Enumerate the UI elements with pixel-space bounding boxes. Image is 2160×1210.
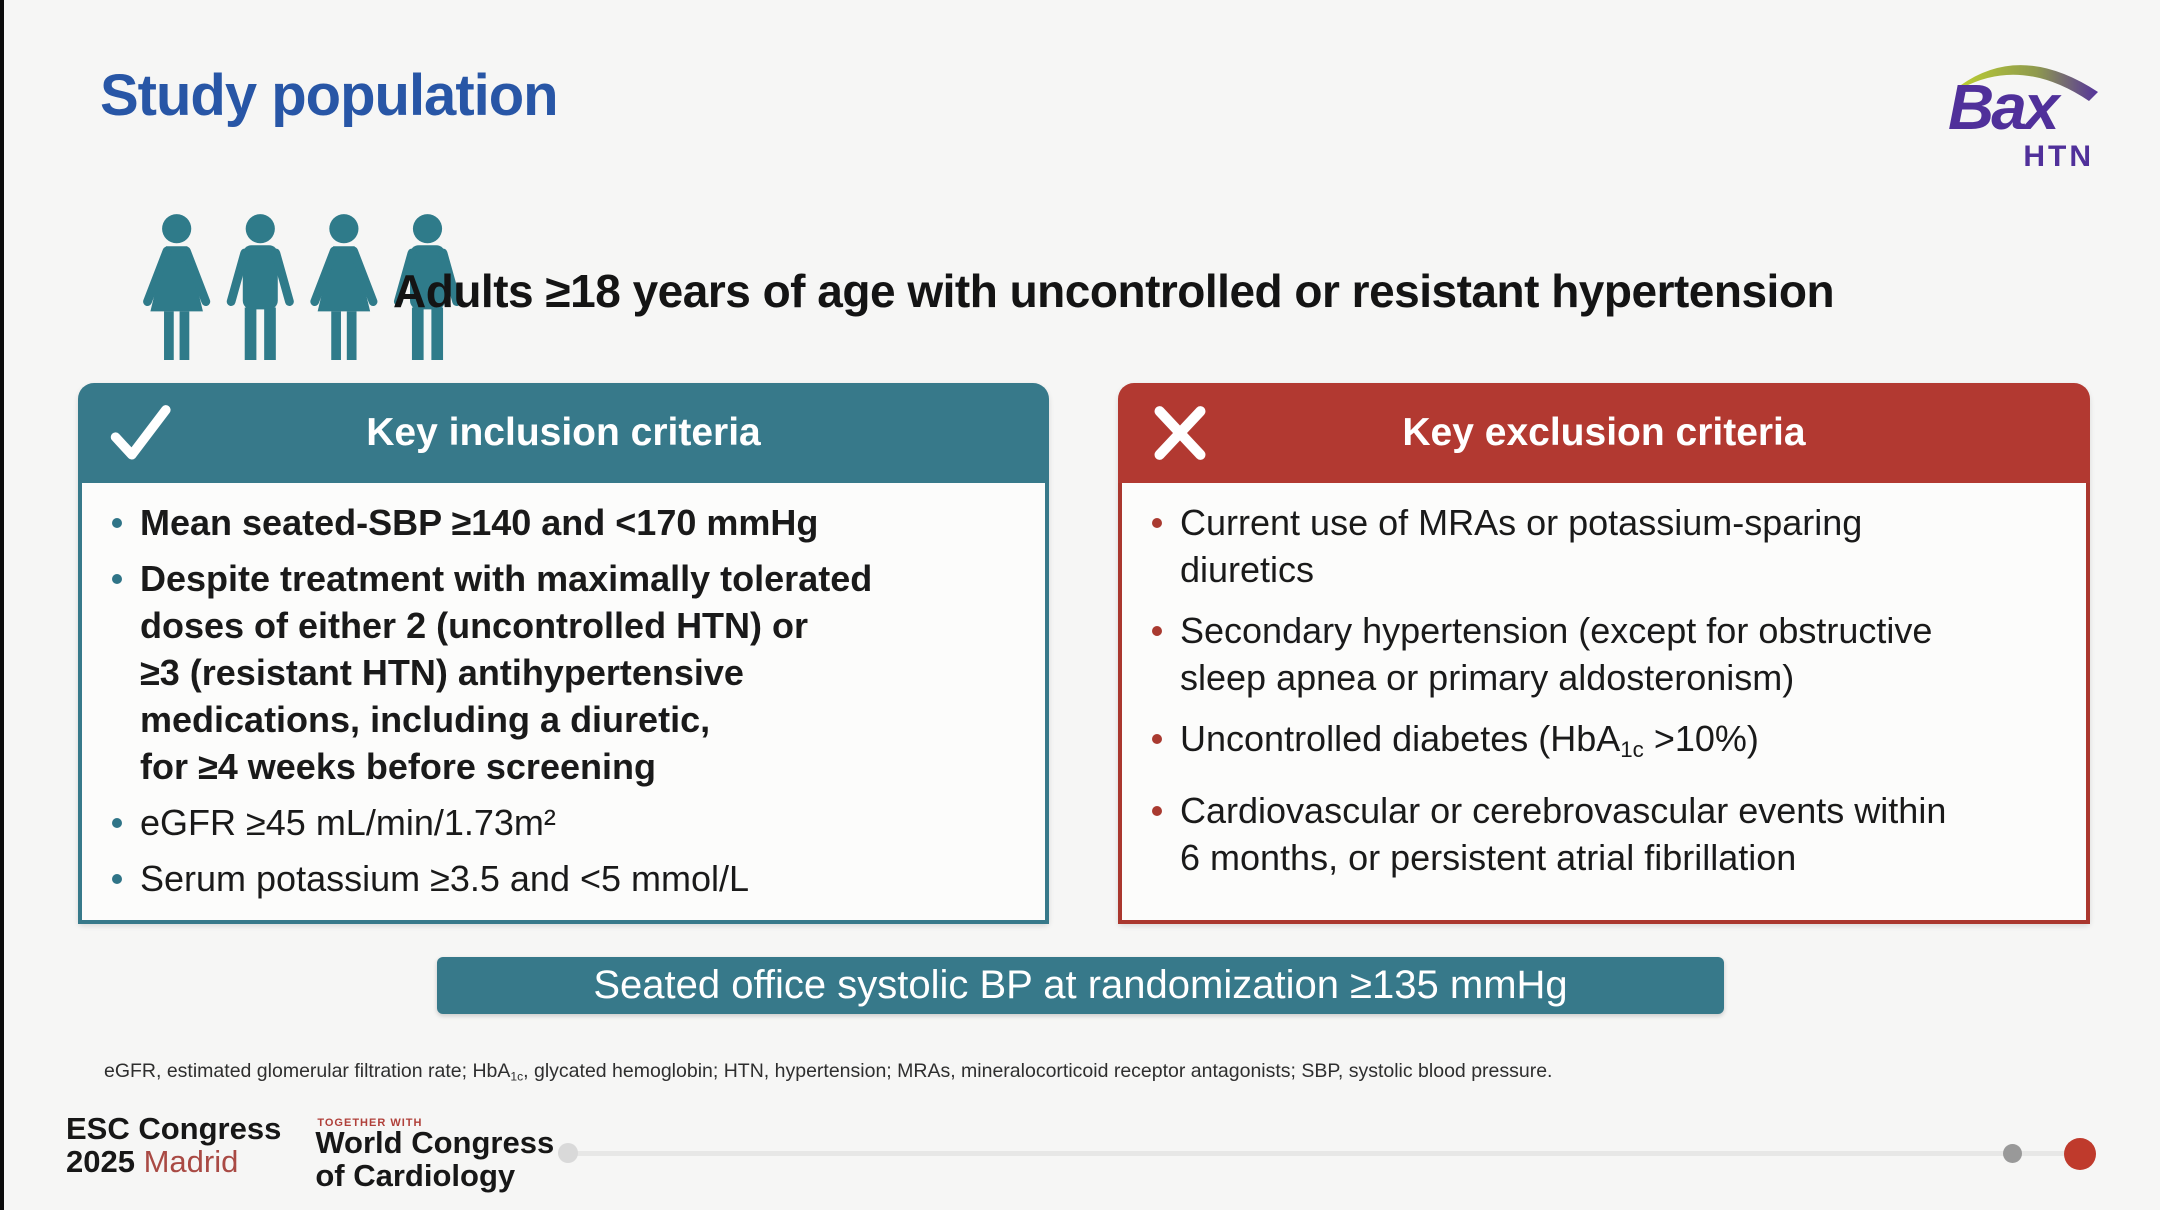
bullet-icon: [1152, 626, 1162, 636]
bullet-icon: [112, 874, 122, 884]
population-headline: Adults ≥18 years of age with uncontrolle…: [393, 265, 1835, 317]
bullet-icon: [112, 574, 122, 584]
check-icon: [110, 405, 171, 460]
abbreviations-footnote: eGFR, estimated glomerular filtration ra…: [104, 1060, 1553, 1084]
people-icon: [143, 214, 462, 360]
list-item: Serum potassium ≥3.5 and <5 mmol/L: [94, 855, 1029, 902]
logo-subtext: HTN: [2023, 140, 2094, 173]
progress-start-dot[interactable]: [558, 1143, 578, 1163]
randomization-banner: Seated office systolic BP at randomizati…: [437, 957, 1724, 1014]
cross-icon: [1154, 406, 1206, 460]
exclusion-body: Current use of MRAs or potassium-sparing…: [1118, 483, 2090, 924]
inclusion-body: Mean seated-SBP ≥140 and <170 mmHg Despi…: [78, 483, 1049, 924]
page-title: Study population: [100, 63, 559, 128]
subscript-text: 1c: [510, 1069, 524, 1084]
baxhtn-logo: Bax HTN: [1948, 48, 2104, 178]
inclusion-header: Key inclusion criteria: [78, 383, 1049, 483]
exclusion-header: Key exclusion criteria: [1118, 383, 2090, 483]
exclusion-criteria-box: Key exclusion criteria Current use of MR…: [1118, 383, 2090, 924]
list-item: Mean seated-SBP ≥140 and <170 mmHg: [94, 499, 1029, 546]
list-item: eGFR ≥45 mL/min/1.73m²: [94, 799, 1029, 846]
inclusion-title: Key inclusion criteria: [366, 411, 761, 454]
list-item: Despite treatment with maximally tolerat…: [94, 555, 1029, 790]
esc-congress-logo: ESC Congress 2025 Madrid TOGETHER WITH W…: [66, 1112, 554, 1192]
inclusion-criteria-box: Key inclusion criteria Mean seated-SBP ≥…: [78, 383, 1049, 924]
bullet-icon: [112, 518, 122, 528]
video-letterbox-strip: [0, 0, 4, 1210]
progress-playhead[interactable]: [2064, 1138, 2096, 1170]
together-with-label: TOGETHER WITH: [317, 1117, 423, 1129]
esc-city: Madrid: [143, 1144, 239, 1179]
logo-text: Bax: [1948, 71, 2059, 143]
swoosh-icon: [1961, 65, 2098, 101]
list-item: Uncontrolled diabetes (HbA1c >10%): [1134, 715, 2070, 773]
esc-congress-text: ESC Congress 2025 Madrid: [66, 1111, 282, 1179]
progress-bar-track[interactable]: [568, 1151, 2080, 1156]
bullet-icon: [1152, 734, 1162, 744]
list-item: Secondary hypertension (except for obstr…: [1134, 607, 2070, 701]
list-item: Cardiovascular or cerebrovascular events…: [1134, 787, 2070, 881]
world-congress-text: TOGETHER WITH World Congress of Cardiolo…: [315, 1112, 554, 1192]
exclusion-title: Key exclusion criteria: [1402, 411, 1806, 454]
subscript-text: 1c: [1620, 737, 1644, 763]
bullet-icon: [1152, 806, 1162, 817]
bullet-icon: [112, 818, 122, 828]
progress-marker-dot[interactable]: [2003, 1144, 2022, 1163]
list-item: Current use of MRAs or potassium-sparing…: [1134, 499, 2070, 593]
bullet-icon: [1152, 518, 1162, 528]
